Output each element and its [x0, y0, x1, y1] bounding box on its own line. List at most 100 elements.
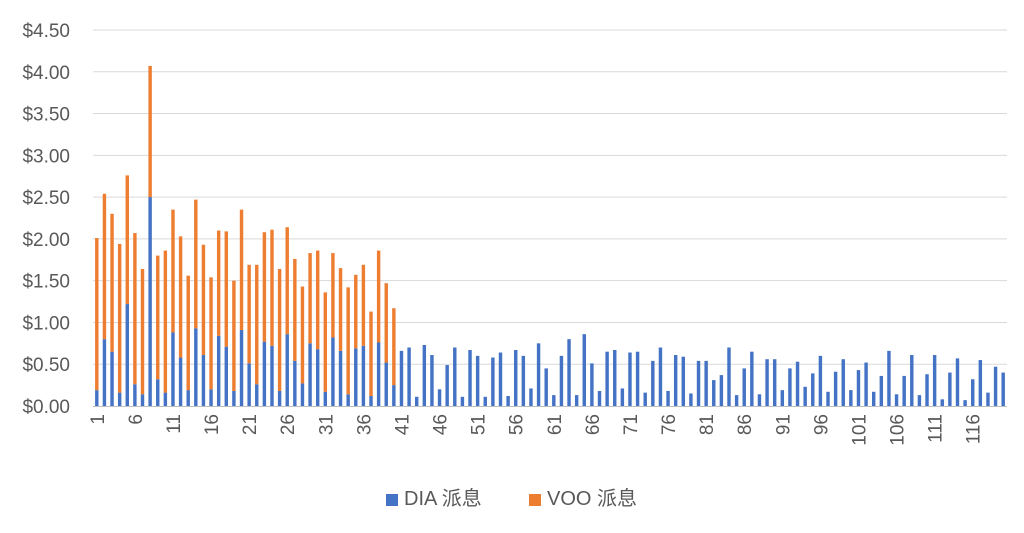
bar-voo [270, 229, 274, 346]
bar-dia [285, 334, 289, 406]
bar-voo [331, 253, 335, 338]
x-tick-label: 1 [88, 414, 109, 425]
bar-dia [300, 383, 305, 406]
bar-voo [117, 243, 122, 393]
bar-dia [826, 391, 830, 406]
bar-dia [186, 390, 190, 406]
legend-label-dia: DIA 派息 [404, 487, 482, 510]
x-tick-label: 31 [316, 414, 337, 435]
bar-dia [293, 360, 297, 406]
x-tick-label: 71 [621, 414, 642, 435]
legend-swatch-voo [529, 494, 541, 506]
bar-voo [209, 277, 213, 390]
bar-dia [856, 370, 861, 406]
bar-dia [559, 355, 564, 406]
bar-dia [414, 396, 419, 406]
bar-dia [102, 339, 107, 406]
bar-dia [369, 395, 373, 406]
bar-voo [376, 250, 381, 343]
bar-voo [163, 250, 168, 393]
y-tick-label: $0.00 [22, 397, 70, 418]
bar-voo [125, 175, 129, 305]
bar-voo [171, 209, 175, 333]
bar-dia [574, 395, 579, 406]
bar-dia [811, 373, 815, 406]
bar-voo [293, 258, 297, 361]
bar-voo [255, 264, 259, 385]
bar-voo [285, 227, 289, 335]
bar-voo [369, 311, 373, 396]
bar-dia [536, 343, 541, 406]
bar-dia [666, 390, 670, 406]
bar-dia [475, 355, 480, 406]
bar-dia [719, 375, 724, 406]
bar-dia [323, 391, 328, 406]
x-axis-ticks: 1 6 11 16 21 26 31 36 41 46 51 56 61 66 71 76 81 86 91 96 10… [88, 414, 985, 446]
x-tick-label: 116 [964, 414, 985, 444]
bar-dia [673, 355, 678, 406]
bar-dia [407, 347, 411, 406]
bar-dia [491, 357, 495, 406]
bar-voo [148, 65, 152, 198]
x-tick-label: 111 [926, 414, 947, 443]
bar-dia [110, 351, 114, 406]
bar-dia [712, 380, 716, 406]
bar-dia [483, 396, 487, 406]
bar-dia [757, 394, 762, 406]
bar-dia [308, 343, 312, 406]
bar-dia [437, 389, 442, 406]
bar-dia [628, 352, 632, 406]
x-tick-label: 106 [888, 414, 909, 446]
bar-dia [544, 368, 548, 406]
x-tick-label: 26 [278, 414, 299, 435]
bar-dia [376, 342, 381, 406]
bar-dia [963, 400, 967, 406]
bar-dia [194, 328, 198, 406]
y-tick-label: $4.50 [22, 21, 70, 42]
bar-dia [993, 366, 998, 406]
y-tick-label: $2.50 [22, 188, 70, 209]
bar-voo [216, 230, 221, 336]
bar-voo [300, 286, 305, 384]
bar-dia [201, 355, 206, 406]
bar-dia [613, 350, 617, 406]
bar-dia [552, 395, 556, 406]
legend-label-voo: VOO 派息 [547, 487, 637, 510]
bar-dia [894, 394, 899, 406]
bar-dia [125, 304, 129, 406]
x-tick-label: 81 [697, 414, 718, 435]
x-tick-label: 96 [811, 414, 832, 435]
bar-dia [422, 345, 427, 406]
bar-voo [102, 193, 107, 340]
bar-dia [354, 348, 358, 406]
x-tick-label: 41 [392, 414, 413, 435]
bar-voo [308, 253, 312, 344]
x-tick-label: 6 [126, 414, 147, 425]
bar-dia [864, 362, 868, 406]
bar-dia [696, 360, 701, 406]
bar-dia [742, 368, 746, 406]
bar-dia [239, 329, 244, 406]
x-tick-label: 91 [773, 414, 794, 435]
bar-dia [133, 384, 137, 406]
bar-dia [849, 390, 853, 406]
bar-dia [468, 350, 472, 406]
bar-dia [780, 390, 785, 406]
bar-dia [605, 351, 609, 406]
bar-dia [795, 361, 800, 406]
bar-dia [788, 368, 792, 406]
bar-dia [277, 390, 282, 406]
x-tick-label: 66 [583, 414, 604, 435]
bar-dia [529, 388, 533, 406]
bar-dia [521, 355, 526, 406]
bar-voo [186, 275, 190, 391]
x-tick-label: 51 [469, 414, 490, 435]
bar-dia [955, 358, 960, 406]
y-tick-label: $0.50 [22, 355, 70, 376]
bar-dia [270, 345, 274, 406]
y-tick-label: $1.00 [22, 313, 70, 334]
bar-dia [635, 351, 640, 406]
x-tick-label: 46 [431, 414, 452, 435]
bar-dia [879, 375, 884, 406]
bar-dia [971, 379, 975, 406]
